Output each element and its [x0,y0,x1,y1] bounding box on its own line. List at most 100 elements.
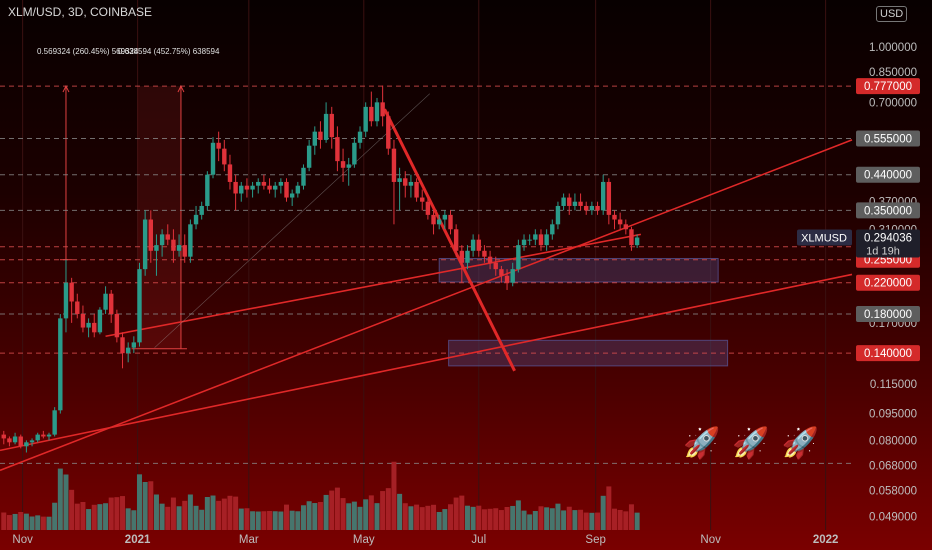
volume-bar [368,495,374,530]
candle-body [148,219,153,251]
x-tick-label: 2022 [813,534,839,546]
volume-bar [510,505,516,530]
volume-bar [187,494,193,530]
candle-body [24,442,29,447]
candle-body [63,282,69,319]
candle-body [306,145,312,168]
volume-bar [255,511,261,530]
candle-body [41,434,46,437]
volume-bar [91,504,97,530]
candle-body [165,234,170,240]
volume-bar [40,516,46,530]
volume-bar [414,504,420,530]
candle-body [273,185,278,190]
volume-bar [57,468,63,530]
volume-bar [572,510,578,530]
volume-bar [216,500,222,530]
symbol-tag [797,229,852,246]
currency-button[interactable]: USD [876,6,908,22]
candle-body [131,342,137,348]
volume-bar [148,481,154,530]
candle-body [114,313,120,338]
candle-body [595,205,600,211]
y-tick-label: 0.850000 [869,67,917,79]
candle-body [92,322,97,333]
volume-bar [476,505,482,530]
candle-body [561,197,566,206]
volume-bar [374,503,380,530]
volume-bar [136,474,142,530]
volume-bar [289,510,295,530]
candle-body [516,245,521,270]
volume-bar [340,498,346,530]
candle-body [227,164,233,182]
volume-bar [555,503,561,530]
candle-body [267,185,272,190]
price-level-tag [856,166,920,183]
measure-label-2: 0.638594 (452.75%) 638594 [118,47,220,56]
volume-bar [114,497,120,530]
volume-bar [425,505,431,530]
candle-body [369,106,374,122]
candle-body [465,250,470,263]
candle-body [357,131,363,143]
volume-bar [329,490,335,530]
candle-body [346,164,351,168]
candle-body [510,269,515,283]
candle-body [504,275,510,283]
volume-bar [6,515,12,530]
price-level-tag [856,78,920,95]
candle-body [222,148,227,165]
candle-body [578,201,583,206]
volume-bar [267,511,273,530]
candle-body [142,219,148,270]
price-level-tag [856,130,920,147]
volume-bar [35,515,41,530]
volume-bar [29,516,35,530]
volume-bar [515,500,521,530]
volume-bar [300,505,306,530]
candle-body [256,181,261,186]
candle-body [159,234,165,246]
price-level-tag [856,202,920,219]
y-tick-label: 0.058000 [869,485,917,497]
price-level-label: 0.350000 [864,205,912,217]
candle-body [318,131,323,140]
volume-bar [295,511,301,530]
volume-bar [244,508,250,530]
candle-body [589,205,595,211]
candle-body [312,131,317,146]
candle-body [188,224,193,257]
candle-body [261,181,267,186]
price-level-label: 0.440000 [864,170,912,182]
volume-bar [176,506,182,530]
candle-body [482,250,487,257]
volume-bar [408,506,414,530]
volume-bar [419,507,425,530]
volume-bar [80,502,86,530]
candle-body [397,178,402,182]
candle-body [335,137,340,162]
volume-bar [583,512,589,530]
candle-body [470,239,476,251]
price-level-label: 0.180000 [864,309,912,321]
volume-bar [391,461,397,530]
rocket-icon: 🚀 [781,427,824,460]
volume-bar [52,502,58,530]
price-level-label: 0.777000 [864,81,912,93]
candle-body [634,237,640,246]
candle-body [567,197,572,206]
volume-bar [278,511,284,530]
volume-bar [159,503,165,530]
y-tick-label: 0.049000 [869,512,917,524]
measure-range-box [137,86,181,349]
volume-bar [317,502,323,530]
candle-body [600,181,606,211]
volume-bar [323,494,329,530]
x-tick-label: Nov [12,534,33,546]
candle-body [97,309,103,333]
volume-bar [131,510,137,530]
rocket-emoji-annotation: 🚀 🚀 🚀 [683,426,831,461]
